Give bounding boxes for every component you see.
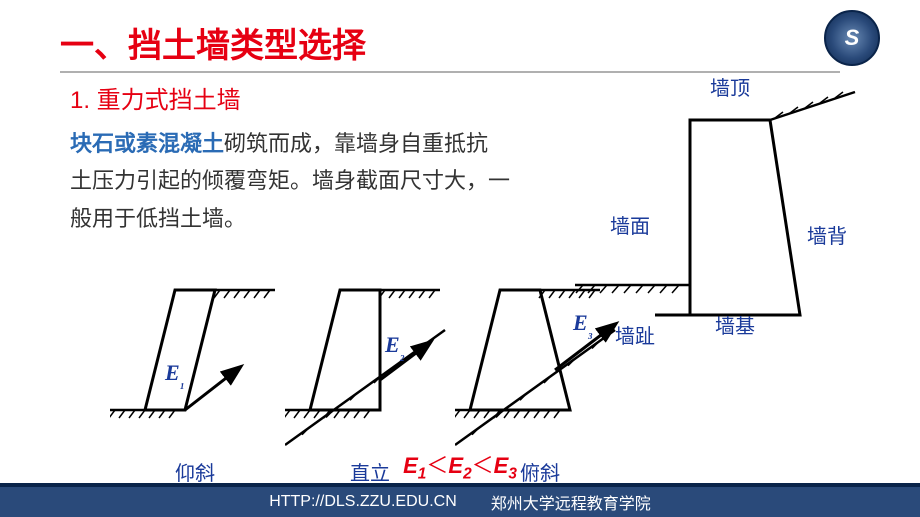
emphasis-text: 块石或素混凝土: [70, 131, 224, 156]
body-paragraph: 块石或素混凝土砌筑而成，靠墙身自重抵抗土压力引起的倾覆弯矩。墙身截面尺寸大，一般…: [70, 125, 510, 237]
university-logo: S: [824, 10, 880, 66]
footer-url: HTTP://DLS.ZZU.EDU.CN: [269, 493, 457, 511]
part-label-back: 墙背: [807, 220, 847, 249]
inequality: E1＜E2＜E3: [0, 448, 920, 483]
svg-text:E₂: E₂: [384, 332, 405, 362]
footer-bar: HTTP://DLS.ZZU.EDU.CN 郑州大学远程教育学院: [0, 483, 920, 517]
svg-text:E₁: E₁: [164, 360, 185, 390]
footer-org: 郑州大学远程教育学院: [491, 490, 651, 514]
part-label-top: 墙顶: [710, 72, 750, 101]
wall-parts-diagram: 墙顶墙面墙背墙基墙趾: [575, 90, 875, 355]
part-label-base: 墙基: [715, 310, 755, 339]
part-label-toe: 墙趾: [615, 320, 655, 349]
part-label-face: 墙面: [610, 210, 650, 239]
slide-title: 一、挡土墙类型选择: [60, 18, 880, 67]
